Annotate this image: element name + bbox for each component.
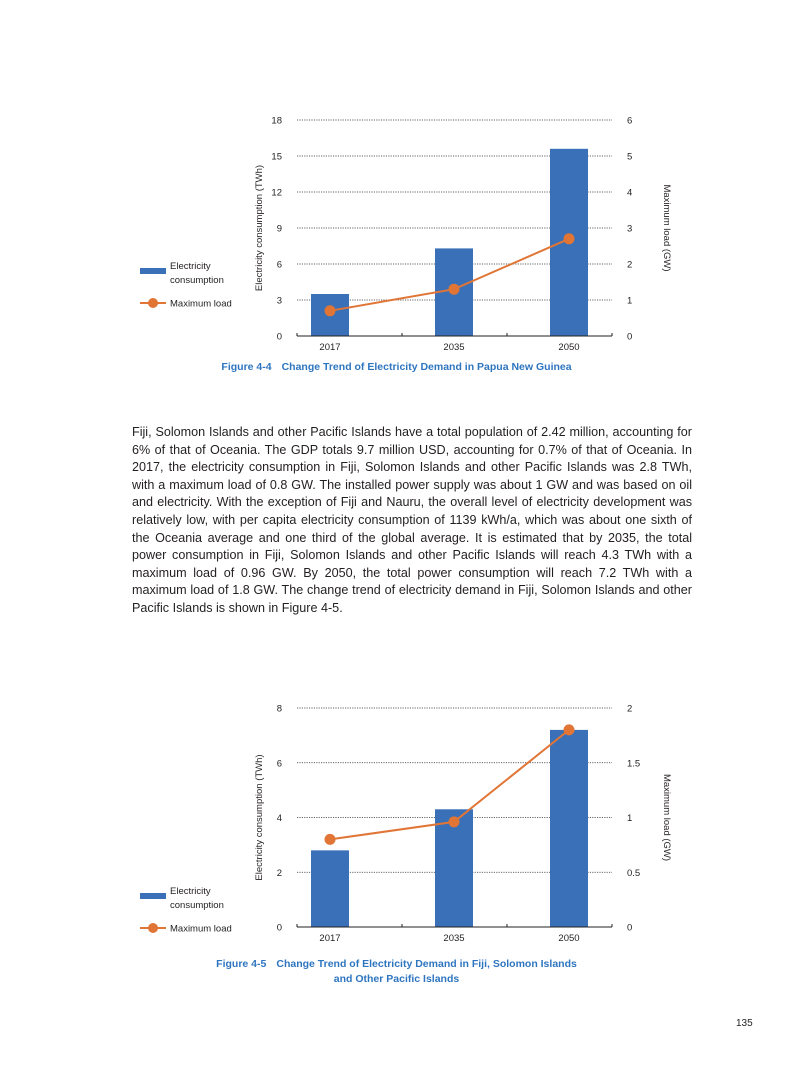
bar-electricity-consumption [550,729,588,927]
legend-label-electricity-consumption: consumption [170,900,224,911]
page-number: 135 [736,1018,753,1029]
y-tick-label: 4 [277,813,282,824]
figure-title: Change Trend of Electricity Demand in Fi… [276,958,577,970]
y-axis-label: Electricity consumption (TWh) [254,165,265,291]
legend-line-marker [148,923,158,933]
x-tick-label: 2017 [319,342,340,353]
bar-electricity-consumption [435,809,473,927]
x-tick-label: 2050 [558,933,579,944]
y2-tick-label: 5 [627,152,632,163]
y2-tick-label: 3 [627,224,632,235]
y2-axis-label: Maximum load (GW) [661,774,672,861]
point-maximum-load [563,724,575,736]
body-paragraph: Fiji, Solomon Islands and other Pacific … [132,425,692,615]
y2-tick-label: 1.5 [627,758,640,769]
point-maximum-load [448,283,460,295]
y-tick-label: 6 [277,260,282,271]
y2-tick-label: 0 [627,923,632,934]
y2-tick-label: 1 [627,813,632,824]
point-maximum-load [324,305,336,317]
y2-axis-label: Maximum load (GW) [661,184,672,271]
chart-figure-4-5: 0 2 4 6 8 0 0.5 1 1.5 2 2017 2035 2050 Electricity co… [140,704,672,944]
legend-label-electricity-consumption: Electricity [170,261,211,272]
figure-number: Figure 4-4 [221,361,272,373]
x-tick-label: 2017 [319,933,340,944]
y-axis-label: Electricity consumption (TWh) [254,754,265,880]
x-tick-label: 2035 [443,342,464,353]
point-maximum-load [448,816,460,828]
y2-tick-label: 2 [627,260,632,271]
y2-tick-label: 6 [627,116,632,127]
legend-label-electricity-consumption: consumption [170,275,224,286]
figure-number: Figure 4-5 [216,958,267,970]
y-tick-label: 0 [277,923,282,934]
y-tick-label: 15 [271,152,282,163]
legend-bar-swatch [140,893,166,899]
y-tick-label: 6 [277,758,282,769]
figure-title: Change Trend of Electricity Demand in Pa… [281,361,572,373]
y-tick-label: 3 [277,296,282,307]
figure-caption-4-4: Figure 4-4 Change Trend of Electricity De… [0,360,793,375]
y-tick-label: 8 [277,704,282,715]
y-tick-label: 2 [277,868,282,879]
y2-tick-label: 0.5 [627,868,640,879]
x-tick-label: 2035 [443,933,464,944]
y2-tick-label: 0 [627,332,632,343]
legend-bar-swatch [140,268,166,274]
point-maximum-load [563,233,575,245]
legend-label-electricity-consumption: Electricity [170,886,211,897]
y-tick-label: 18 [271,116,282,127]
y2-tick-label: 2 [627,704,632,715]
y-tick-label: 12 [271,188,282,199]
y2-tick-label: 1 [627,296,632,307]
point-maximum-load [324,833,336,845]
bar-electricity-consumption [311,850,349,927]
figure-title-line2: and Other Pacific Islands [333,973,460,985]
legend-line-marker [148,298,158,308]
legend-label-maximum-load: Maximum load [170,924,232,935]
x-tick-label: 2050 [558,342,579,353]
y-tick-label: 9 [277,224,282,235]
figure-caption-4-5: Figure 4-5 Change Trend of Electricity De… [0,957,793,987]
y-tick-label: 0 [277,332,282,343]
legend-label-maximum-load: Maximum load [170,299,232,310]
y2-tick-label: 4 [627,188,632,199]
